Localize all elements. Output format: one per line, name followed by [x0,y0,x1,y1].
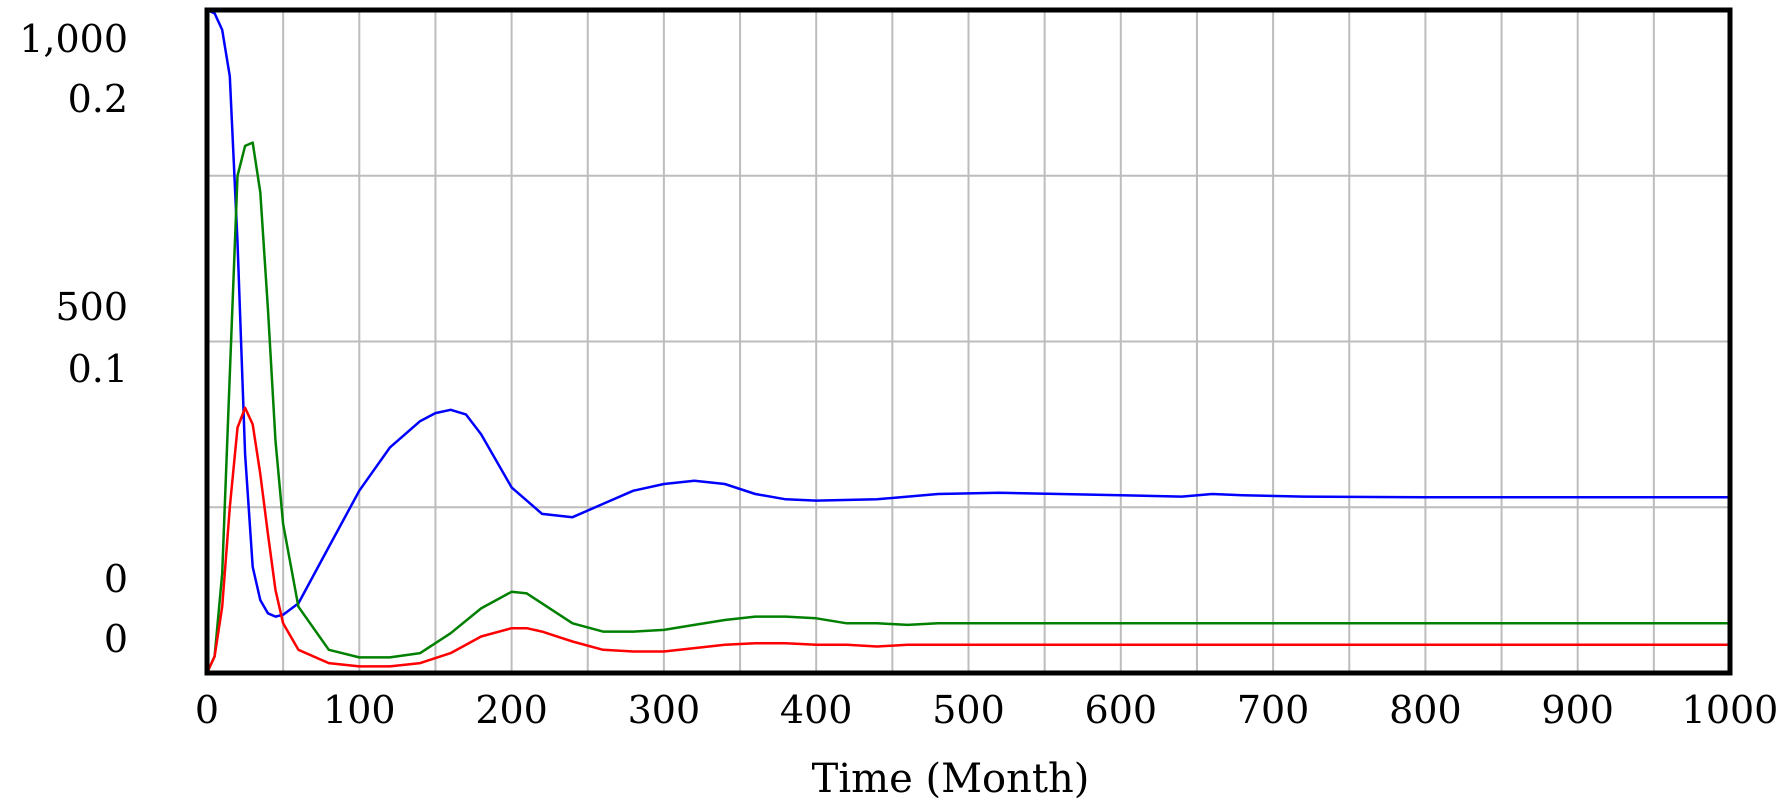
x-tick-labels: 0 100 200 300 400 500 600 700 800 900 1000 [195,688,1778,732]
x-tick-label: 800 [1389,688,1462,732]
y-tick-label-axis-1: 1,000 [19,17,128,61]
grid-lines [207,10,1730,673]
x-tick-label: 400 [780,688,853,732]
x-tick-label: 700 [1237,688,1310,732]
series-layer [205,8,1730,674]
x-axis-title: Time (Month) [812,756,1090,802]
series-line-green [205,141,1730,674]
series-line-red [205,406,1730,674]
x-tick-label: 0 [195,688,219,732]
y-tick-label-axis-1: 0 [104,557,128,601]
x-tick-label: 500 [932,688,1005,732]
x-tick-label: 600 [1085,688,1158,732]
y-tick-label-axis-2: 0.1 [68,347,128,391]
x-tick-label: 900 [1541,688,1614,732]
x-tick-label: 300 [628,688,701,732]
y-tick-label-axis-2: 0 [104,617,128,661]
plot-frame [204,7,1733,676]
series-line-blue [206,8,1730,618]
y-tick-label-axis-2: 0.2 [68,77,128,121]
x-tick-label: 100 [323,688,396,732]
x-tick-label: 1000 [1682,688,1779,732]
x-tick-label: 200 [475,688,548,732]
y-tick-label-axis-1: 500 [55,285,128,329]
y-tick-labels: 1,000 500 0 0.2 0.1 0 [19,17,128,661]
